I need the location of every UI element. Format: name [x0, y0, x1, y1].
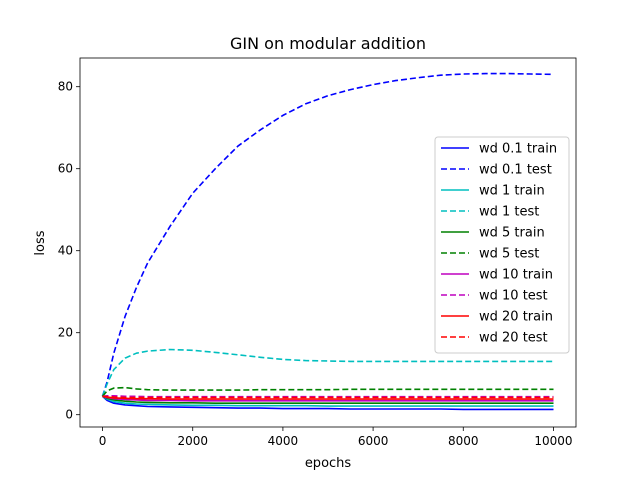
- series-layer: [101, 72, 554, 411]
- x-tick-label: 6000: [358, 434, 389, 448]
- series-line-wd-20-train: [102, 395, 554, 400]
- legend-label: wd 10 test: [479, 289, 548, 304]
- x-tick-label: 2000: [177, 434, 208, 448]
- legend-label: wd 0.1 train: [479, 142, 557, 157]
- y-tick-label: 0: [65, 408, 73, 422]
- x-axis-label: epochs: [305, 456, 352, 471]
- x-tick-label: 10000: [534, 434, 572, 448]
- series-line-wd-1-test: [101, 348, 554, 397]
- legend-label: wd 5 train: [479, 226, 545, 241]
- legend-label: wd 1 train: [479, 184, 545, 199]
- series-line-wd-5-train: [102, 395, 554, 405]
- series-line-wd-0-1-train: [101, 395, 554, 411]
- series-line-wd-0-1-test: [101, 72, 554, 397]
- legend: wd 0.1 train wd 0.1 test wd 1 train wd 1 te…: [434, 136, 570, 354]
- legend-label: wd 1 test: [479, 205, 539, 220]
- legend-box: [434, 136, 570, 354]
- x-tick-label: 4000: [268, 434, 299, 448]
- legend-label: wd 5 test: [479, 247, 539, 262]
- series-line-wd-10-test: [102, 394, 554, 398]
- y-tick-label: 80: [58, 80, 73, 94]
- x-tick-label: 8000: [448, 434, 479, 448]
- plot-frame: [79, 57, 577, 428]
- legend-label: wd 0.1 test: [479, 163, 552, 178]
- y-tick-label: 20: [58, 326, 73, 340]
- axes-layer: 0 2000 4000 6000 8000 10000 0 20 40 60 80: [58, 80, 573, 448]
- y-tick-label: 60: [58, 162, 73, 176]
- legend-label: wd 20 train: [479, 310, 553, 325]
- series-line-wd-10-train: [102, 395, 554, 402]
- legend-label: wd 10 train: [479, 268, 553, 283]
- series-line-wd-1-train: [102, 395, 554, 407]
- legend-label: wd 20 test: [479, 331, 548, 346]
- y-axis-label: loss: [33, 230, 48, 255]
- chart-title: GIN on modular addition: [230, 34, 426, 53]
- series-line-wd-5-test: [101, 386, 554, 397]
- y-tick-label: 40: [58, 244, 73, 258]
- x-tick-label: 0: [99, 434, 107, 448]
- series-line-wd-20-test: [102, 395, 554, 399]
